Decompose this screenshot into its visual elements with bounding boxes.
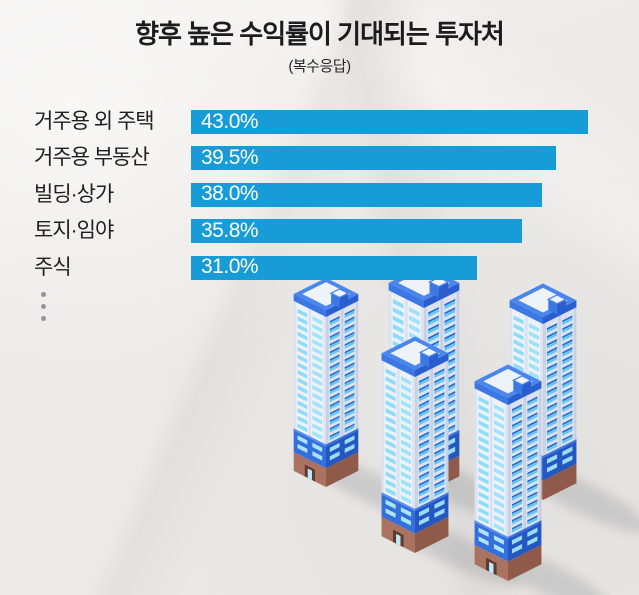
bar-row: 빌딩·상가 38.0% [0,182,639,207]
category-label: 빌딩·상가 [34,182,114,206]
bar: 39.5% [191,145,556,171]
value-label: 39.5% [201,145,259,169]
bar: 35.8% [191,218,522,244]
category-label: 거주용 외 주택 [34,110,155,133]
value-label: 38.0% [201,182,259,206]
chart-title: 향후 높은 수익률이 기대되는 투자처 [135,19,505,49]
bar: 31.0% [191,255,478,280]
bar-row: 거주용 부동산 39.5% [0,145,639,171]
category-label: 거주용 부동산 [34,146,150,170]
category-label: 토지·임야 [34,219,114,243]
value-label: 43.0% [201,109,259,133]
bar-row: 토지·임야 35.8% [0,218,639,244]
category-label: 주식 [34,255,72,279]
chart-subtitle: (복수응답) [288,58,351,75]
more-items-ellipsis [41,292,46,328]
value-label: 35.8% [201,218,259,242]
bar: 38.0% [191,182,542,207]
bar: 43.0% [191,110,588,134]
bar-row: 주식 31.0% [0,255,639,280]
bar-row: 거주용 외 주택 43.0% [0,110,639,134]
value-label: 31.0% [201,255,259,279]
